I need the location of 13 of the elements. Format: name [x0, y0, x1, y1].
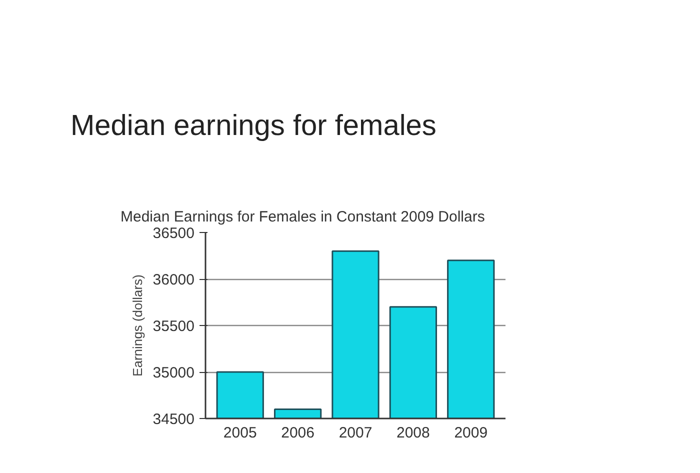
y-tick-label: 36000 — [152, 272, 195, 288]
chart-subtitle: Median Earnings for Females in Constant 2009 Dollars — [120, 208, 485, 226]
y-tick-label: 35000 — [152, 364, 195, 382]
x-tick-label: 2008 — [396, 424, 430, 442]
y-axis-title: Earnings (dollars) — [130, 274, 145, 376]
x-tick-label: 2007 — [338, 424, 372, 442]
y-tick-label: 35500 — [152, 318, 195, 335]
y-tick-label: 34500 — [152, 411, 195, 428]
chart-title: Median earnings for females — [70, 110, 436, 142]
x-tick-label: 2006 — [281, 424, 314, 442]
x-tick-label: 2005 — [223, 424, 257, 442]
x-tick-label: 2009 — [454, 424, 488, 442]
y-tick-label: 36500 — [152, 225, 195, 242]
